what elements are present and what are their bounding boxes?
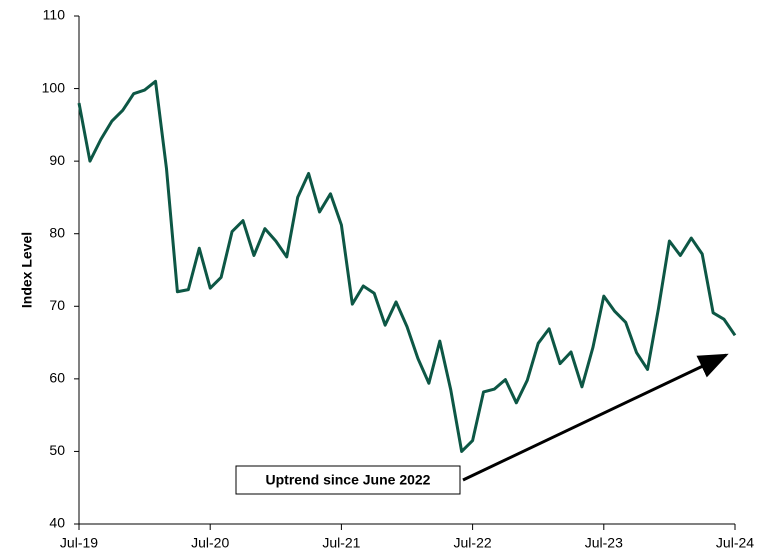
y-tick-label: 110	[43, 7, 66, 23]
y-tick-label: 50	[49, 442, 65, 458]
line-series	[77, 79, 737, 453]
x-tick-label: Jul-24	[716, 535, 754, 551]
annotation: Uptrend since June 2022	[266, 472, 431, 488]
y-tick-label: 40	[49, 515, 65, 531]
x-tick-label: Jul-23	[585, 535, 623, 551]
trend-arrow	[462, 353, 729, 482]
y-tick-label: 60	[49, 370, 65, 386]
y-tick-label: 80	[49, 224, 65, 240]
x-tick-label: Jul-20	[191, 535, 229, 551]
x-tick-label: Jul-22	[454, 535, 492, 551]
x-tick-label: Jul-19	[60, 535, 98, 551]
y-axis-label: Index Level	[19, 232, 35, 308]
annotation-box	[235, 465, 461, 495]
y-tick-label: 70	[49, 297, 65, 313]
y-tick-label: 90	[49, 152, 65, 168]
x-tick-label: Jul-21	[322, 535, 360, 551]
y-tick-label: 100	[42, 79, 66, 95]
